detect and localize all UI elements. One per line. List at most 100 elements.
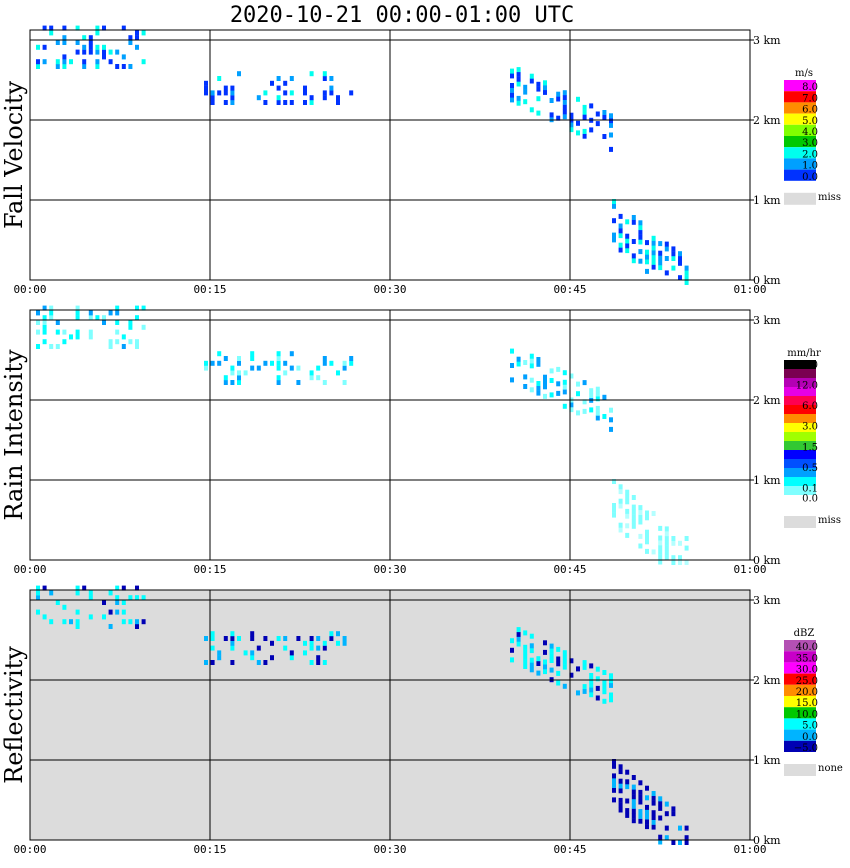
echo-cell: [595, 695, 600, 701]
echo-cell: [55, 64, 60, 69]
echo-cell: [625, 243, 630, 249]
echo-cell: [631, 818, 636, 824]
echo-cell: [309, 375, 314, 381]
echo-cell: [230, 660, 235, 665]
echo-cell: [102, 320, 106, 325]
echo-cell: [523, 360, 528, 365]
echo-cell: [529, 107, 534, 113]
echo-cell: [625, 532, 630, 538]
echo-cell: [42, 25, 47, 31]
echo-cell: [141, 324, 146, 330]
echo-cell: [309, 660, 314, 665]
echo-cell: [638, 239, 643, 245]
echo-cell: [135, 619, 139, 625]
legend-missing-swatch: [784, 192, 816, 205]
echo-cell: [342, 360, 347, 366]
echo-cell: [62, 329, 67, 335]
echo-cell: [549, 667, 554, 673]
echo-cell: [543, 80, 547, 86]
echo-cell: [276, 636, 281, 641]
x-tick-label: 01:00: [733, 283, 766, 296]
echo-cell: [316, 645, 321, 651]
echo-cell: [658, 834, 663, 840]
echo-cell: [609, 146, 613, 152]
echo-cell: [62, 64, 67, 69]
echo-cell: [595, 676, 600, 682]
echo-cell: [516, 361, 521, 367]
echo-cell: [631, 514, 636, 520]
echo-cell: [556, 656, 561, 662]
echo-cell: [618, 223, 623, 229]
echo-cell: [562, 90, 567, 96]
echo-cell: [329, 360, 334, 366]
legend-swatch: [784, 740, 816, 752]
echo-cell: [309, 636, 314, 641]
echo-cell: [75, 585, 80, 591]
echo-cell: [536, 81, 541, 87]
echo-cell: [595, 111, 600, 117]
echo-cell: [75, 619, 80, 625]
echo-cell: [678, 251, 682, 257]
echo-cell: [549, 368, 554, 374]
echo-cell: [645, 548, 649, 554]
echo-cell: [250, 356, 255, 361]
legend-swatch: [784, 718, 816, 730]
echo-cell: [210, 631, 215, 637]
plot-frame: [29, 29, 751, 281]
echo-cell: [283, 360, 288, 366]
echo-cell: [516, 631, 521, 637]
legend-label: 6.0: [802, 105, 818, 116]
echo-cell: [529, 662, 534, 668]
echo-cell: [49, 30, 54, 36]
legend-label: 5.0: [802, 116, 818, 127]
echo-cell: [121, 609, 126, 615]
echo-cell: [523, 630, 528, 636]
echo-cell: [42, 305, 47, 311]
legend-swatch: [784, 158, 816, 170]
y-tick-label: 0 km: [753, 834, 781, 847]
y-tick-label: 1 km: [753, 754, 781, 767]
echo-cell: [88, 329, 93, 335]
echo-cell: [664, 256, 669, 261]
echo-cell: [582, 380, 587, 386]
echo-cell: [135, 585, 139, 591]
echo-cell: [658, 801, 663, 807]
echo-cell: [569, 112, 574, 118]
echo-cell: [625, 798, 630, 804]
echo-cells: [36, 305, 689, 565]
grid: [30, 310, 750, 560]
echo-cell: [322, 645, 327, 651]
echo-cell: [664, 531, 669, 537]
legend-swatch: [784, 136, 816, 148]
echo-cell: [678, 555, 682, 561]
panel-1: 0 km 1 km 2 km 3 km 00:00 00:15 00:30 00:45 01:0…: [0, 305, 841, 576]
echo-cell: [645, 785, 649, 791]
echo-cell: [243, 650, 248, 656]
echo-cell: [582, 684, 587, 690]
echo-cell: [618, 498, 623, 504]
x-tick-label: 01:00: [733, 843, 766, 856]
echo-cell: [121, 600, 126, 605]
panels: 0 km 1 km 2 km 3 km 00:00 00:15 00:30 00:45 01:0…: [0, 25, 843, 856]
legend-label: 0.5: [802, 463, 818, 474]
echo-cell: [589, 692, 594, 698]
echo-cell: [141, 30, 146, 36]
echo-cell: [230, 90, 235, 96]
echo-cell: [645, 249, 649, 255]
echo-cell: [263, 636, 268, 641]
echo-cell: [322, 640, 327, 646]
echo-cell: [283, 90, 288, 96]
echo-cell: [671, 536, 676, 541]
echo-cell: [589, 682, 594, 688]
echo-cell: [618, 769, 623, 775]
echo-cell: [549, 658, 554, 663]
echo-cell: [230, 631, 235, 637]
y-axis-title: Fall Velocity: [0, 81, 28, 230]
echo-cell: [618, 797, 623, 803]
echo-cell: [141, 595, 146, 601]
echo-cell: [336, 370, 340, 376]
echo-cell: [638, 225, 643, 231]
echo-cell: [595, 666, 600, 672]
echo-cell: [316, 655, 321, 661]
echo-cell: [342, 380, 347, 385]
